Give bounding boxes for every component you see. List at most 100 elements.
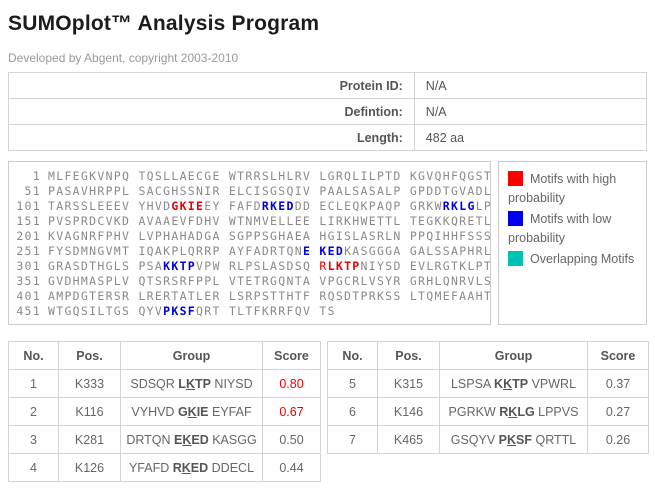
sequence-segment: PKSF [163,304,197,318]
sequence-position: 351 [16,274,41,288]
sequence-segment: VPW RLPSLASDSQ [196,259,320,273]
legend-item-low-probability: Motifs with low probability [508,210,637,248]
no-cell: 7 [327,425,378,454]
results-table-low: No. Pos. Group Score 5 K315 LSPSA KKTP VPWRL 0.… [327,341,649,454]
table-row: 1 K333 SDSQR LKTP NIYSD 0.80 [8,369,321,398]
sequence-position: 51 [24,184,41,198]
table-row: Length: 482 aa [8,124,648,151]
table-row: 2 K116 VYHVD GKIE EYFAF 0.67 [8,397,321,426]
pos-cell: K126 [58,453,121,482]
column-header: Pos. [377,341,440,370]
no-cell: 1 [8,369,59,398]
sequence-segment: TARSSLEEEV YHVD [48,199,172,213]
sequence-line: 151 PVSPRDCVKD AVAAEVFDHV WTNMVELLEE LIRK… [15,214,490,229]
sequence-segment: FYSDMNGVMT IQAKPLQRRP AYFADRTQN [48,244,303,258]
group-cell: SDSQR LKTP NIYSD [120,369,263,398]
legend-item-overlapping: Overlapping Motifs [508,250,637,269]
pos-cell: K146 [377,397,440,426]
protein-id-label: Protein ID: [8,72,415,99]
sequence-line: 301 GRASDTHGLS PSAKKTPVPW RLPSLASDSQ RLKT… [15,259,490,274]
results-section: No. Pos. Group Score 1 K333 SDSQR LKTP NIYSD 0.… [8,341,649,482]
table-header-row: No. Pos. Group Score [8,341,321,370]
sequence-position: 251 [16,244,41,258]
sequence-segment: AMPDGTERSR LRERTATLER LSRPSTTHTF RQSDTPR… [48,289,491,303]
group-cell: PGRKW RKLG LPPVS [439,397,588,426]
pos-cell: K281 [58,425,121,454]
sequence-position: 101 [16,199,41,213]
score-cell: 0.80 [262,369,321,398]
sequence-segment: GRASDTHGLS PSA [48,259,164,273]
protein-id-value: N/A [413,72,648,99]
column-header: Group [439,341,588,370]
motif-text: EKED [174,432,209,447]
sequence-segment: GKIE [171,199,205,213]
score-cell: 0.67 [262,397,321,426]
protein-info-table: Protein ID: N/A Defintion: N/A Length: 4… [8,72,648,151]
group-cell: DRTQN EKED KASGG [120,425,263,454]
sequence-segment: LP [475,199,491,213]
sequence-segment: EY FAFD [204,199,262,213]
sequence-line: 451 WTGQSILTGS QYVPKSFQRT TLTFKRRFQV TS [15,304,486,319]
motif-text: RKED [172,460,209,475]
no-cell: 5 [327,369,378,398]
sequence-segment: KKTP [163,259,197,273]
group-cell: LSPSA KKTP VPWRL [439,369,588,398]
sequence-segment: KASGGGA GALSSAPHRL [344,244,491,258]
definition-value: N/A [413,98,648,125]
motif-text: PKSF [498,432,533,447]
sequence-line: 251 FYSDMNGVMT IQAKPLQRRP AYFADRTQNE KEDK… [15,244,490,259]
legend-label: Motifs with high probability [508,172,617,205]
sequence-line: 1 MLFEGKVNPQ TQSLLAECGE WTRRSLHLRV LGRQLI… [15,169,490,184]
pos-cell: K465 [377,425,440,454]
legend-label: Overlapping Motifs [530,252,635,266]
column-header: No. [8,341,59,370]
sequence-line: 401 AMPDGTERSR LRERTATLER LSRPSTTHTF RQSD… [15,289,490,304]
sequence-segment: RKLG [442,199,476,213]
sequence-line: 101 TARSSLEEEV YHVDGKIEEY FAFDRKEDDD ECLE… [15,199,490,214]
length-label: Length: [8,124,415,151]
legend-label: Motifs with low probability [508,212,612,245]
overlapping-swatch-icon [508,251,523,266]
score-cell: 0.26 [587,425,649,454]
definition-label: Defintion: [8,98,415,125]
score-cell: 0.50 [262,425,321,454]
sequence-segment: RKED [261,199,295,213]
motif-text: LKTP [178,376,211,391]
pos-cell: K333 [58,369,121,398]
column-header: Score [587,341,649,370]
sequence-position: 201 [16,229,41,243]
sequence-line: 51 PASAVHRPPL SACGHSSNIR ELCISGSQIV PAALS… [15,184,490,199]
table-row: Defintion: N/A [8,98,648,125]
motif-text: GKIE [177,404,209,419]
page-title: SUMOplot™ Analysis Program [8,12,320,35]
no-cell: 4 [8,453,59,482]
sequence-segment: R [319,259,328,273]
table-row: 6 K146 PGRKW RKLG LPPVS 0.27 [327,397,649,426]
sequence-position: 1 [32,169,41,183]
high-probability-swatch-icon [508,171,523,186]
table-row: 7 K465 GSQYV PKSF QRTTL 0.26 [327,425,649,454]
sequence-segment: QRT TLTFKRRFQV TS [196,304,336,318]
pos-cell: K116 [58,397,121,426]
sequence-segment: PVSPRDCVKD AVAAEVFDHV WTNMVELLEE LIRKHWE… [48,214,491,228]
table-row: 4 K126 YFAFD RKED DDECL 0.44 [8,453,321,482]
no-cell: 2 [8,397,59,426]
no-cell: 3 [8,425,59,454]
sequence-segment: E KED [302,244,345,258]
table-row: 5 K315 LSPSA KKTP VPWRL 0.37 [327,369,649,398]
motif-text: RKLG [499,404,535,419]
sequence-panel: 1 MLFEGKVNPQ TQSLLAECGE WTRRSLHLRV LGRQLI… [8,161,491,325]
column-header: No. [327,341,378,370]
score-cell: 0.27 [587,397,649,426]
legend-panel: Motifs with high probability Motifs with … [498,161,647,325]
sequence-segment: PASAVHRPPL SACGHSSNIR ELCISGSQIV PAALSAS… [48,184,491,198]
sequence-position: 151 [16,214,41,228]
table-row: Protein ID: N/A [8,72,648,99]
results-table-high: No. Pos. Group Score 1 K333 SDSQR LKTP NIYSD 0.… [8,341,321,482]
sequence-position: 451 [16,304,41,318]
group-cell: GSQYV PKSF QRTTL [439,425,588,454]
sequence-segment: NIYSD EVLRGTKLPT [360,259,491,273]
sequence-position: 401 [16,289,41,303]
sequence-segment: DD ECLEQKPAQP GRKW [294,199,443,213]
